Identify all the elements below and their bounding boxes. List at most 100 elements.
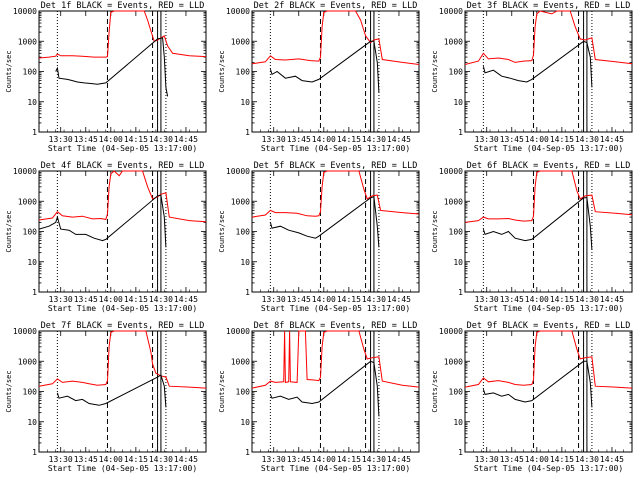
y-tick-label: 10 [240,418,250,427]
x-tick-label: 14:45 [174,295,198,304]
x-tick-label: 14:45 [387,455,411,464]
panel-title: Det 6f BLACK = Events, RED = LLD [467,161,631,171]
y-tick-label: 1000 [444,197,463,206]
x-tick-label: 13:30 [475,135,499,144]
x-tick-label: 14:30 [362,135,386,144]
y-tick-label: 1 [32,288,37,297]
x-tick-label: 13:30 [49,135,73,144]
panel-title: Det 1f BLACK = Events, RED = LLD [41,1,205,11]
panel-5: Det 5f BLACK = Events, RED = LLD 1 10 100 10… [218,161,420,313]
y-axis-label: Counts/sec [218,210,226,252]
lld-series-line [464,10,633,65]
y-tick-label: 100 [449,228,464,237]
x-tick-label: 14:00 [525,455,549,464]
panel-2: Det 2f BLACK = Events, RED = LLD 1 10 100 10… [218,1,420,153]
y-tick-label: 10000 [439,327,463,336]
y-tick-label: 10000 [13,327,37,336]
y-tick-label: 100 [236,68,251,77]
lld-series-line [464,170,633,223]
x-axis-label: Start Time (04-Sep-05 13:17:00) [474,464,623,473]
y-tick-label: 1000 [231,37,250,46]
y-tick-label: 1000 [18,197,37,206]
y-tick-label: 1 [458,448,463,457]
x-tick-label: 14:00 [99,135,123,144]
events-series-line [482,40,593,88]
x-tick-label: 14:15 [337,135,361,144]
x-tick-label: 14:15 [550,455,574,464]
y-tick-label: 10 [27,258,37,267]
plot-frame [251,330,420,453]
panel-9: Det 9f BLACK = Events, RED = LLD 1 10 100 10… [431,321,633,473]
x-axis-label: Start Time (04-Sep-05 13:17:00) [261,464,410,473]
y-tick-label: 100 [236,388,251,397]
x-tick-label: 14:45 [174,455,198,464]
x-tick-label: 13:30 [49,295,73,304]
x-tick-label: 14:15 [337,295,361,304]
x-tick-label: 14:30 [575,455,599,464]
lld-series-line [251,330,420,389]
x-tick-label: 14:00 [525,295,549,304]
y-tick-label: 1000 [444,357,463,366]
events-series-line [269,40,380,93]
x-tick-label: 14:45 [387,135,411,144]
x-tick-label: 14:30 [149,295,173,304]
y-tick-label: 1 [245,448,250,457]
x-tick-label: 14:30 [149,135,173,144]
x-tick-label: 14:30 [362,295,386,304]
panel-4: Det 4f BLACK = Events, RED = LLD 1 10 100 10… [5,161,207,313]
y-tick-label: 10000 [226,7,250,16]
x-tick-label: 13:45 [500,295,524,304]
lld-series-line [464,330,633,389]
lld-series-line [38,170,207,223]
lld-series-line [38,10,207,59]
x-axis-label: Start Time (04-Sep-05 13:17:00) [48,144,197,153]
x-tick-label: 14:15 [337,455,361,464]
x-tick-label: 13:30 [262,455,286,464]
x-tick-label: 13:30 [475,455,499,464]
x-tick-label: 14:45 [387,295,411,304]
x-tick-label: 14:15 [124,295,148,304]
x-tick-label: 14:00 [312,135,336,144]
panel-7: Det 7f BLACK = Events, RED = LLD 1 10 100 10… [5,321,207,473]
x-tick-label: 13:45 [500,455,524,464]
panel-6: Det 6f BLACK = Events, RED = LLD 1 10 100 10… [431,161,633,313]
x-tick-label: 14:30 [575,295,599,304]
panel-title: Det 3f BLACK = Events, RED = LLD [467,1,631,11]
lld-series-line [38,330,207,389]
x-tick-label: 14:00 [99,455,123,464]
x-axis-label: Start Time (04-Sep-05 13:17:00) [48,464,197,473]
y-tick-label: 100 [236,228,251,237]
y-tick-label: 1 [32,128,37,137]
x-tick-label: 14:30 [362,455,386,464]
panel-3: Det 3f BLACK = Events, RED = LLD 1 10 100 10… [431,1,633,153]
y-axis-label: Counts/sec [431,210,439,252]
x-tick-label: 14:45 [174,135,198,144]
y-tick-label: 10000 [13,167,37,176]
panel-title: Det 2f BLACK = Events, RED = LLD [254,1,418,11]
y-tick-label: 10 [240,98,250,107]
y-tick-label: 100 [449,68,464,77]
events-series-line [38,194,167,248]
x-tick-label: 14:30 [575,135,599,144]
y-axis-label: Counts/sec [5,210,13,252]
y-tick-label: 10000 [226,327,250,336]
y-tick-label: 100 [23,388,38,397]
x-axis-label: Start Time (04-Sep-05 13:17:00) [261,304,410,313]
x-tick-label: 14:45 [600,295,624,304]
y-axis-label: Counts/sec [5,50,13,92]
lld-series-line [251,170,420,218]
x-tick-label: 14:30 [149,455,173,464]
y-axis-label: Counts/sec [431,50,439,92]
plot-frame [38,10,207,133]
panel-title: Det 9f BLACK = Events, RED = LLD [467,321,631,331]
y-tick-label: 10000 [439,167,463,176]
panel-title: Det 5f BLACK = Events, RED = LLD [254,161,418,171]
x-tick-label: 13:30 [49,455,73,464]
y-axis-label: Counts/sec [5,370,13,412]
y-tick-label: 10 [453,98,463,107]
plot-frame [464,330,633,453]
panel-1: Det 1f BLACK = Events, RED = LLD 1 10 100 10… [5,1,207,153]
x-tick-label: 14:00 [312,295,336,304]
y-axis-label: Counts/sec [431,370,439,412]
